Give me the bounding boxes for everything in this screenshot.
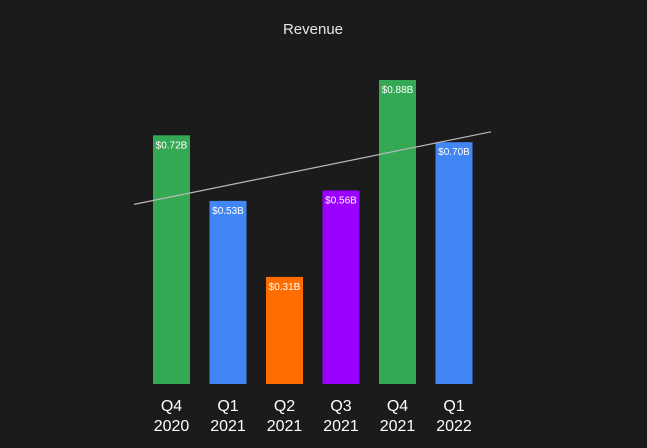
bar-0 [153, 135, 190, 384]
x-axis-tick-labels: Q4 2020 Q1 2021 Q2 2021 Q3 2021 Q4 2021 Q1 2022 [154, 398, 472, 435]
x-tick-label-4: Q4 2021 [380, 398, 416, 435]
bar-2 [266, 276, 303, 384]
bar-value-label-3: $0.56B [325, 196, 357, 207]
x-tick-label-0: Q4 2020 [154, 398, 190, 435]
trend-line [133, 131, 492, 205]
bar-value-label-2: $0.31B [269, 282, 301, 293]
bar-value-label-5: $0.70B [438, 147, 470, 158]
bar-value-label-1: $0.53B [212, 206, 244, 217]
bar-3 [322, 190, 360, 384]
x-tick-label-1: Q1 2021 [210, 398, 246, 435]
bar-group: $0.72B $0.53B $0.31B $0.56B $0.88B $0.70B [153, 80, 473, 384]
x-tick-label-2: Q2 2021 [267, 398, 303, 435]
bar-5 [435, 142, 473, 384]
bar-value-label-0: $0.72B [156, 140, 188, 151]
bar-1 [209, 200, 247, 384]
x-tick-label-5: Q1 2022 [436, 398, 472, 435]
bar-value-label-4: $0.88B [382, 85, 414, 96]
x-tick-label-3: Q3 2021 [323, 398, 359, 435]
bar-4 [379, 80, 416, 384]
chart-title: Revenue [283, 21, 343, 38]
